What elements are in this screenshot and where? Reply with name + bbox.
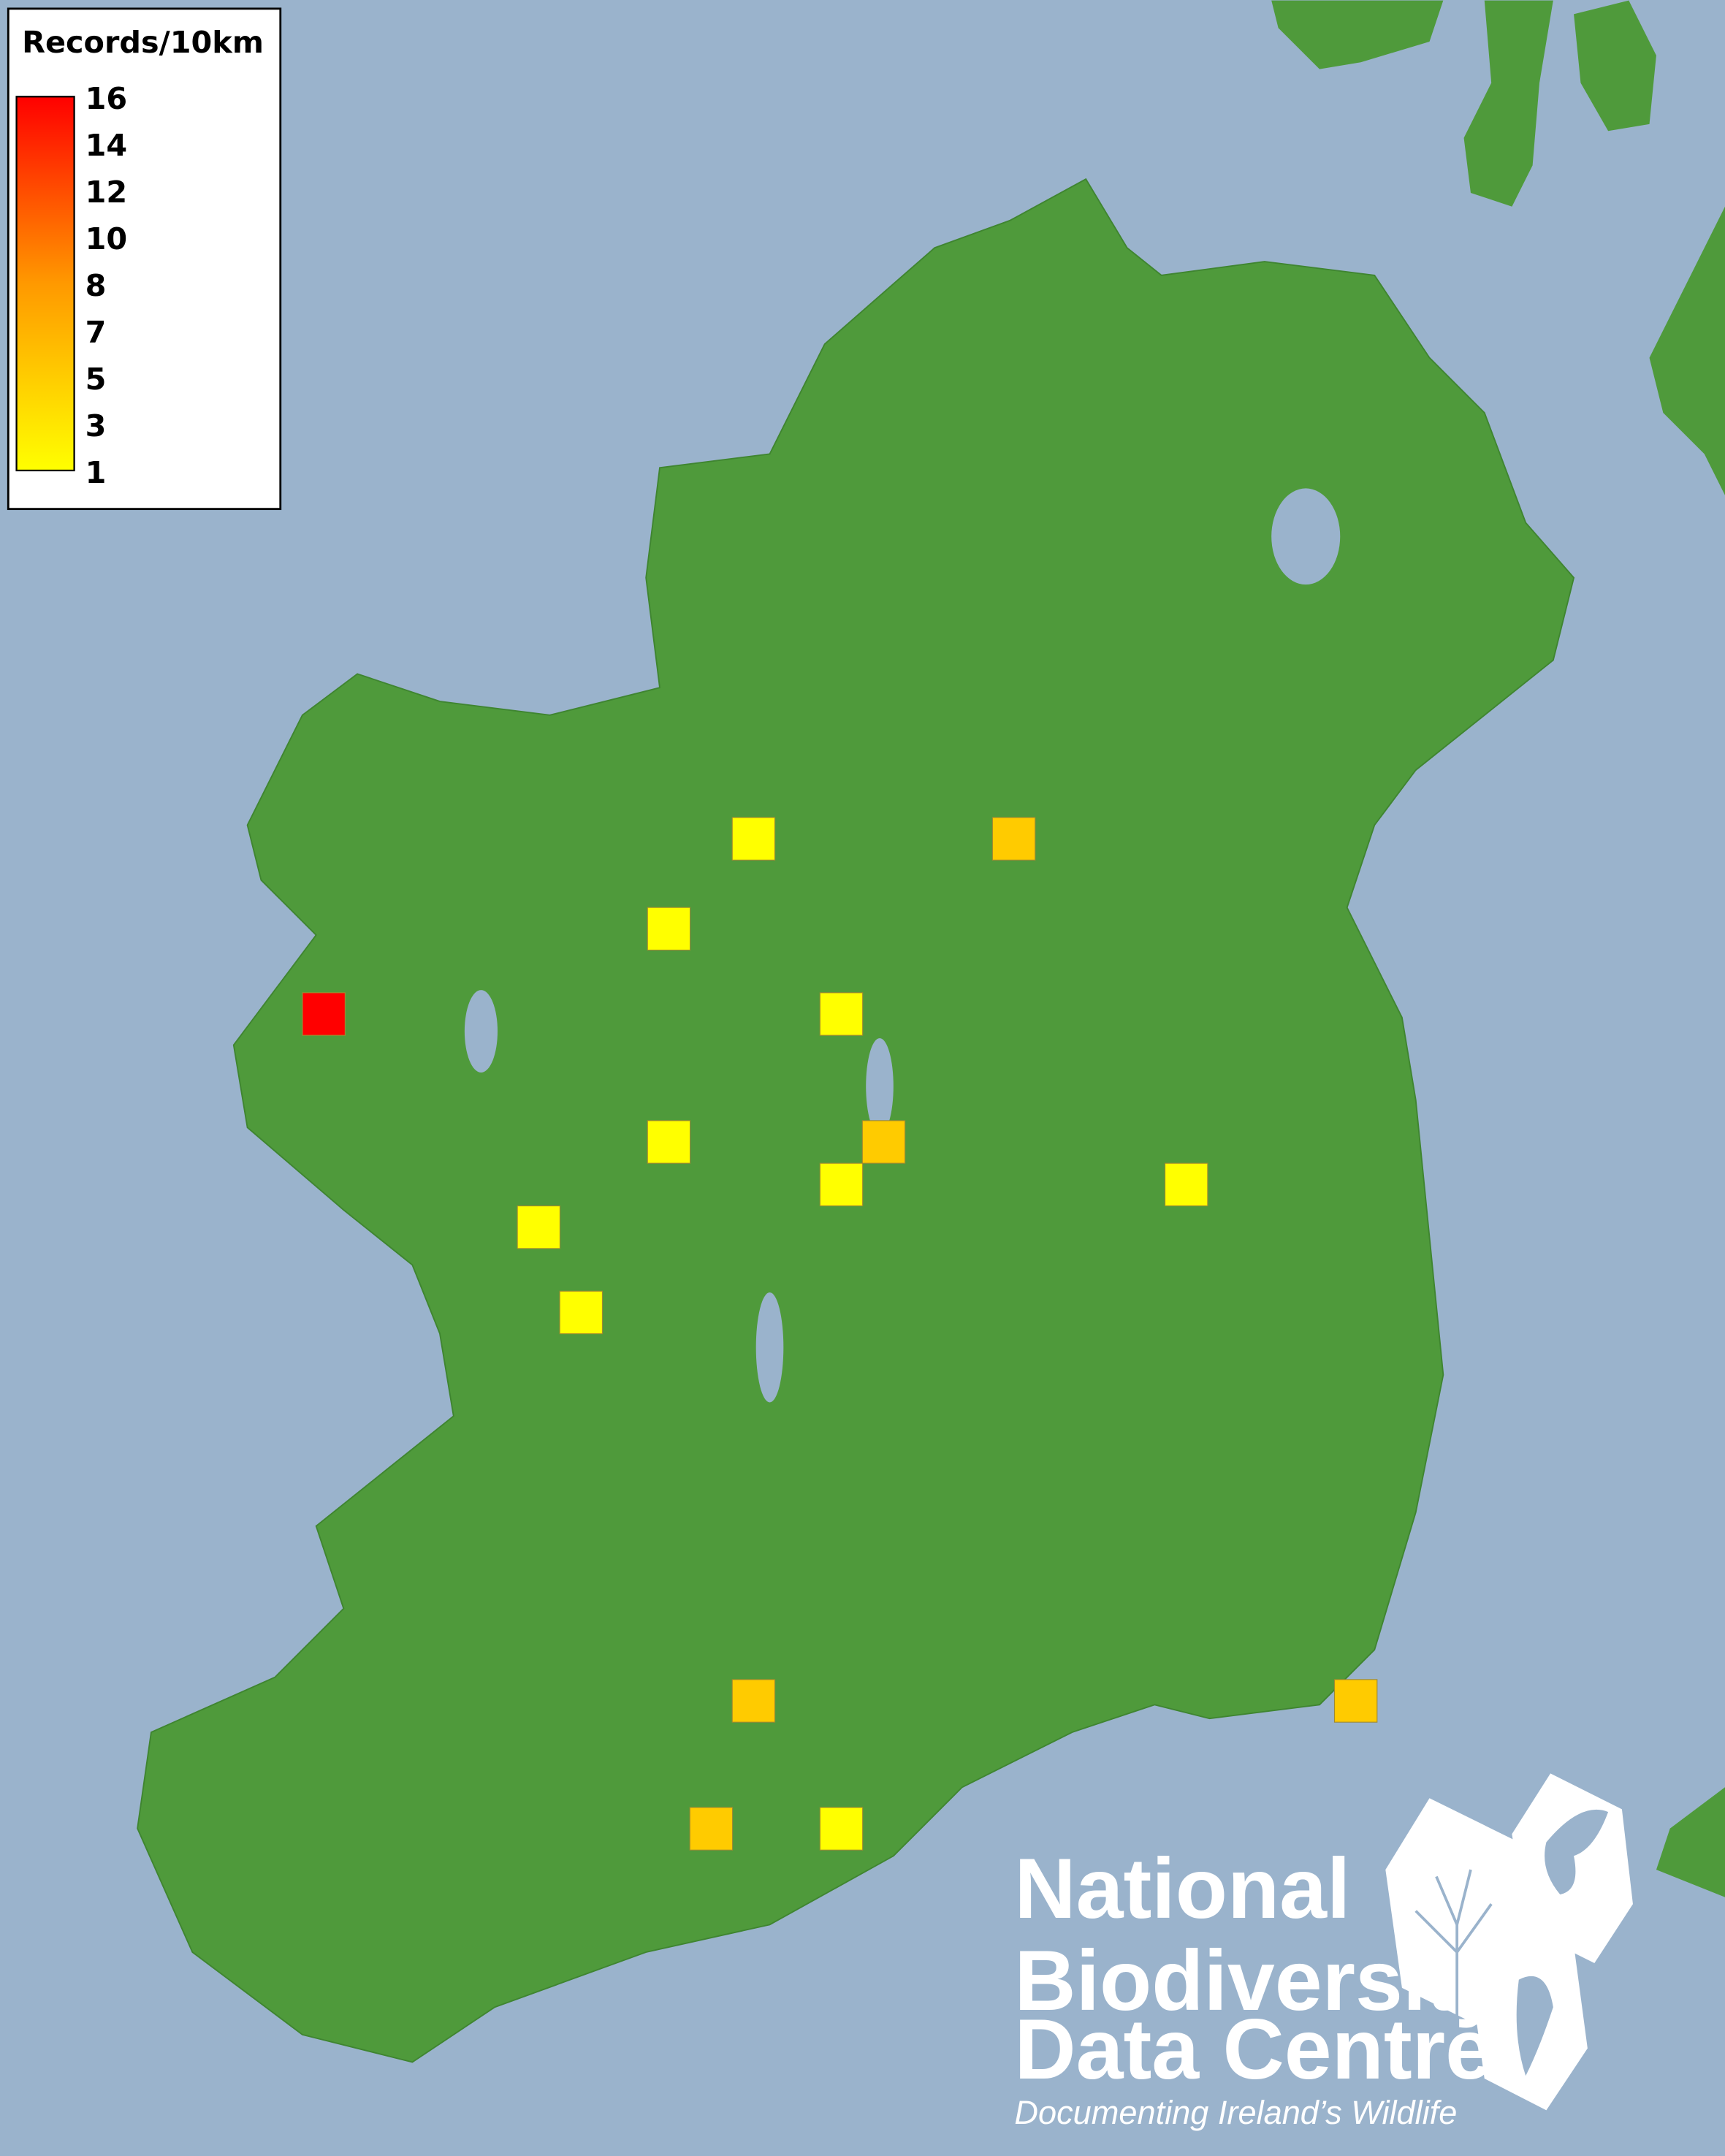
logo-line-1: National: [1014, 1840, 1350, 1936]
record-square: [647, 1120, 691, 1164]
nbdc-logo: National Biodiversity Data Centre Docume…: [1014, 1773, 1633, 2131]
legend-color-bar: [15, 96, 75, 472]
record-square: [559, 1290, 603, 1335]
record-square: [819, 992, 864, 1036]
record-square: [731, 1679, 776, 1723]
record-square: [517, 1205, 561, 1249]
legend-tick-label: 1: [85, 455, 107, 490]
record-square: [819, 1807, 864, 1851]
scotland-landmass: [1271, 0, 1725, 1897]
record-square: [647, 907, 691, 951]
record-squares: [302, 817, 1378, 1851]
ireland-landmass: [137, 178, 1575, 2063]
logo-tagline: Documenting Ireland’s Wildlife: [1014, 2094, 1457, 2131]
legend-tick-label: 16: [85, 81, 128, 116]
record-square: [1333, 1679, 1378, 1723]
legend-tick-label: 5: [85, 362, 107, 397]
legend-tick-label: 14: [85, 128, 128, 163]
record-square: [302, 992, 346, 1036]
record-square: [1164, 1162, 1208, 1207]
legend-tick-label: 3: [85, 408, 107, 443]
legend-tick-label: 10: [85, 221, 128, 256]
legend-title: Records/10km: [22, 25, 264, 60]
legend-tick-label: 7: [85, 315, 107, 350]
legend: Records/10km 16 14 12 10 8 7 5 3 1: [7, 7, 282, 511]
legend-tick-label: 8: [85, 268, 107, 303]
lakes: [464, 488, 1341, 1403]
record-square: [819, 1162, 864, 1207]
record-square: [731, 817, 776, 861]
record-square: [991, 817, 1036, 861]
record-square: [689, 1807, 734, 1851]
legend-tick-label: 12: [85, 175, 128, 210]
logo-line-3: Data Centre: [1014, 2001, 1493, 2097]
record-square: [861, 1120, 906, 1164]
